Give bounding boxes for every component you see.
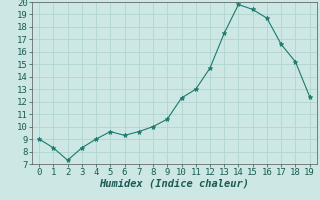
X-axis label: Humidex (Indice chaleur): Humidex (Indice chaleur) bbox=[100, 179, 249, 189]
